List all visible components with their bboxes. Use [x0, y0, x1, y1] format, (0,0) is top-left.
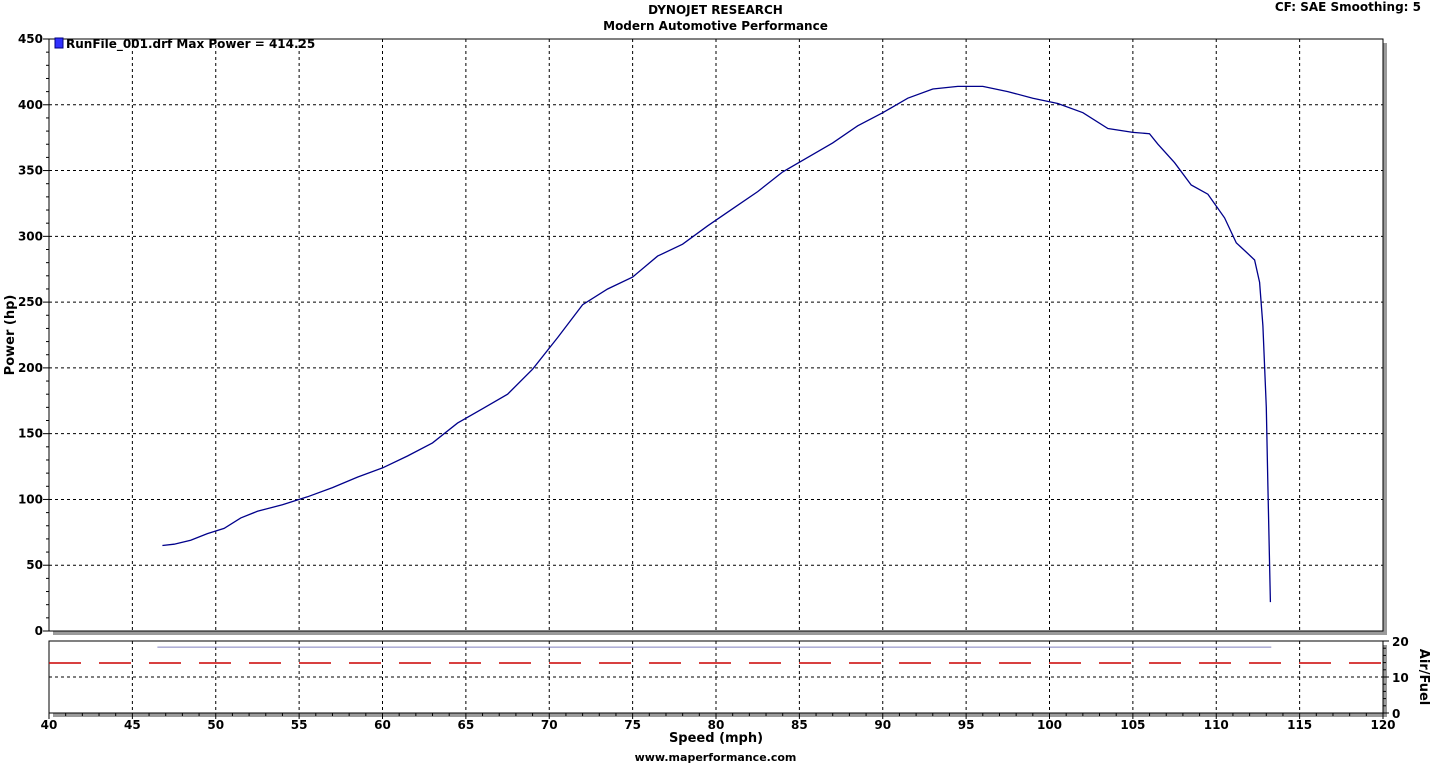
afr-ytick-label: 0 — [1392, 707, 1400, 721]
afr-ytick-label: 10 — [1392, 671, 1409, 685]
xtick-label: 70 — [541, 718, 558, 732]
xtick-label: 100 — [1037, 718, 1062, 732]
xtick-label: 120 — [1370, 718, 1395, 732]
xtick-label: 50 — [207, 718, 224, 732]
power-ytick-label: 350 — [18, 164, 43, 178]
xtick-label: 75 — [624, 718, 641, 732]
xtick-label: 40 — [41, 718, 58, 732]
xtick-label: 45 — [124, 718, 141, 732]
xtick-label: 110 — [1204, 718, 1229, 732]
power-ytick-label: 300 — [18, 229, 43, 243]
xtick-label: 55 — [291, 718, 308, 732]
xtick-label: 95 — [958, 718, 975, 732]
power-ytick-label: 450 — [18, 32, 43, 46]
chart-title: DYNOJET RESEARCH — [648, 3, 783, 17]
power-curve — [162, 85, 1272, 603]
legend-swatch — [54, 37, 64, 49]
xtick-label: 60 — [374, 718, 391, 732]
power-ytick-label: 150 — [18, 427, 43, 441]
xtick-label: 80 — [708, 718, 725, 732]
power-axis-label: Power (hp) — [3, 295, 18, 376]
power-ytick-label: 50 — [26, 558, 43, 572]
power-ytick-label: 200 — [18, 361, 43, 375]
website-footer: www.maperformance.com — [634, 751, 797, 764]
power-ytick-label: 400 — [18, 98, 43, 112]
xtick-label: 90 — [874, 718, 891, 732]
x-axis-label: Speed (mph) — [669, 731, 763, 746]
xtick-label: 85 — [791, 718, 808, 732]
legend-entry: RunFile_001.drf Max Power = 414.25 — [66, 37, 315, 52]
power-ytick-label: 250 — [18, 295, 43, 309]
power-ytick-label: 0 — [35, 624, 43, 638]
chart-subtitle: Modern Automotive Performance — [603, 19, 828, 33]
xtick-label: 105 — [1120, 718, 1145, 732]
xtick-label: 115 — [1287, 718, 1312, 732]
power-ytick-label: 100 — [18, 492, 43, 506]
afr-axis-label: Air/Fuel — [1416, 649, 1431, 705]
correction-info: CF: SAE Smoothing: 5 — [1274, 0, 1421, 14]
xtick-label: 65 — [458, 718, 475, 732]
afr-ytick-label: 20 — [1392, 635, 1409, 649]
